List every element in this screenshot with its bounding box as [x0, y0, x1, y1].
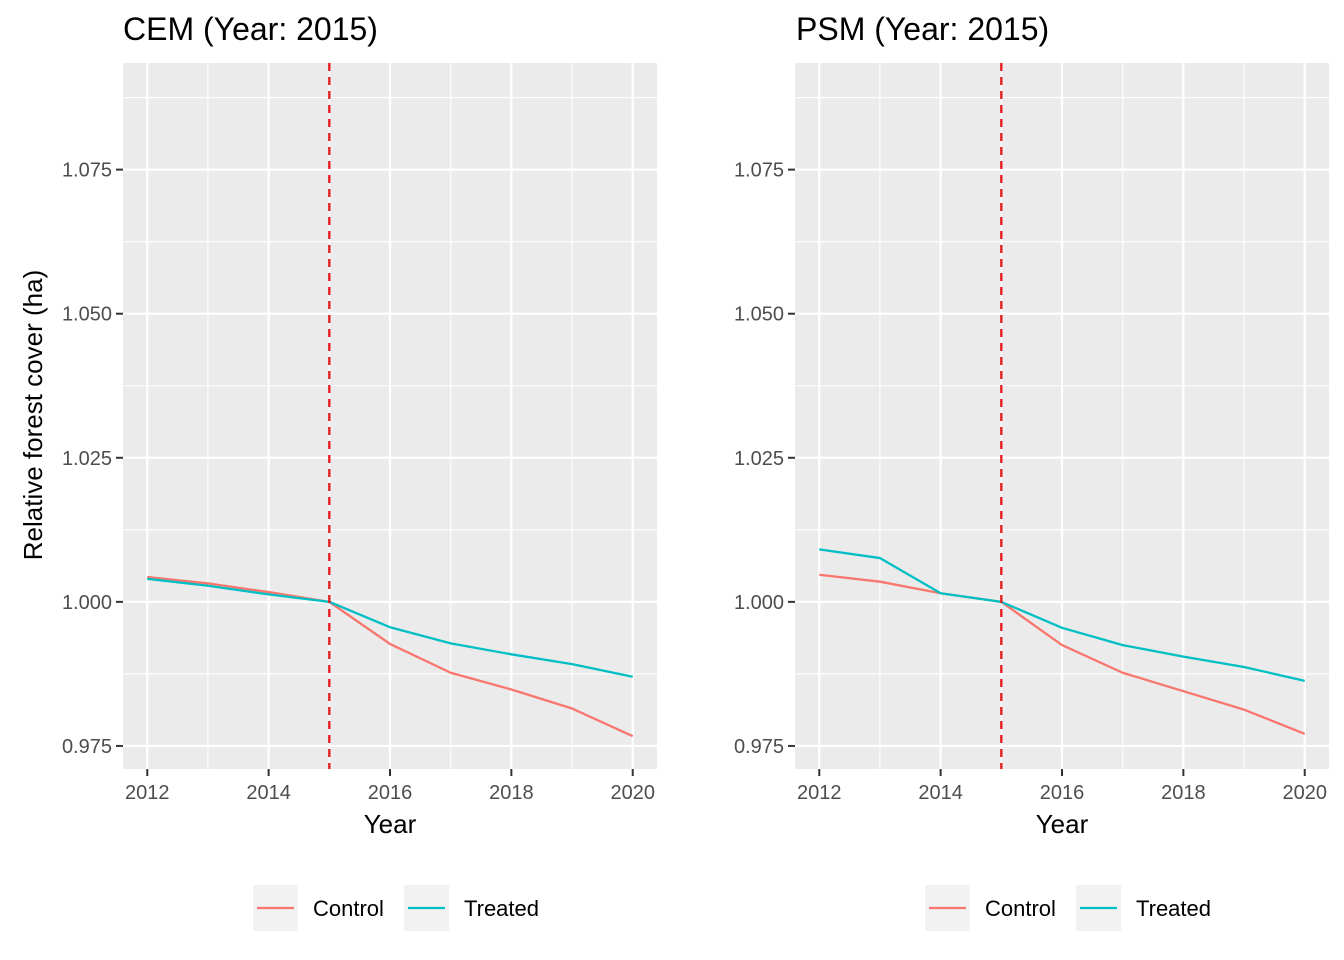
x-tick-label: 2020	[1282, 782, 1327, 804]
y-tick-label: 1.000	[734, 592, 784, 614]
x-axis-title: Year	[364, 809, 417, 839]
legend-label-treated: Treated	[464, 896, 539, 921]
y-axis-title: Relative forest cover (ha)	[18, 270, 48, 560]
x-tick-label: 2018	[1161, 782, 1206, 804]
plot-area: 0.975 1.000 1.025 1.050 1.075 2012 2014 2016 201…	[62, 63, 657, 804]
y-tick-label: 1.075	[62, 160, 112, 182]
y-tick-label: 1.050	[62, 304, 112, 326]
y-tick-label: 0.975	[734, 736, 784, 758]
chart-title: CEM (Year: 2015)	[123, 11, 378, 47]
series-line-control	[147, 575, 634, 738]
y-tick-label: 1.050	[734, 304, 784, 326]
y-tick-label: 1.025	[734, 448, 784, 470]
x-tick-label: 2020	[610, 782, 655, 804]
plot-area: 0.975 1.000 1.025 1.050 1.075 2012 2014 2016 201…	[734, 63, 1329, 804]
y-tick-label: 1.000	[62, 592, 112, 614]
cem-chart-panel: 0.975 1.000 1.025 1.050 1.075 2012 2014 2016 201…	[18, 11, 657, 931]
x-tick-label: 2016	[1040, 782, 1085, 804]
legend-label-control: Control	[313, 896, 384, 921]
x-tick-label: 2018	[489, 782, 534, 804]
x-axis-title: Year	[1036, 809, 1089, 839]
series-line-treated	[147, 577, 633, 678]
x-tick-label: 2016	[368, 782, 413, 804]
chart-title: PSM (Year: 2015)	[796, 11, 1049, 47]
legend	[253, 885, 449, 931]
legend	[925, 885, 1121, 931]
x-tick-label: 2012	[797, 782, 842, 804]
legend-label-control: Control	[985, 896, 1056, 921]
series-line-treated	[819, 548, 1305, 682]
y-tick-label: 1.075	[734, 160, 784, 182]
psm-chart-panel: 0.975 1.000 1.025 1.050 1.075 2012 2014 2016 201…	[734, 11, 1329, 931]
x-tick-label: 2014	[246, 782, 291, 804]
y-tick-label: 1.025	[62, 448, 112, 470]
x-tick-label: 2014	[918, 782, 963, 804]
legend-label-treated: Treated	[1136, 896, 1211, 921]
x-tick-label: 2012	[125, 782, 170, 804]
series-line-control	[819, 573, 1306, 735]
y-tick-label: 0.975	[62, 736, 112, 758]
